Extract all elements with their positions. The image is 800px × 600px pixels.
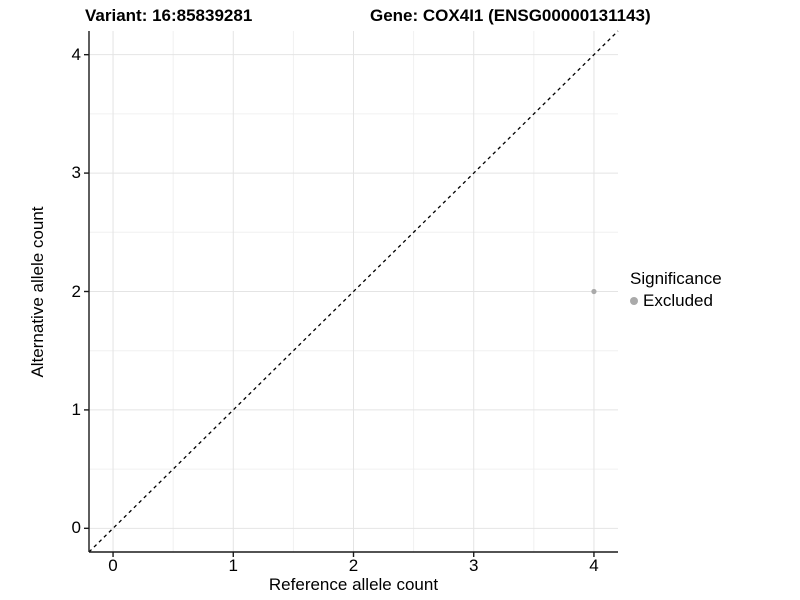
legend-item-label: Excluded	[643, 291, 713, 310]
y-axis-title: Alternative allele count	[28, 206, 47, 378]
y-tick-label: 0	[71, 518, 81, 538]
excluded-dot-icon	[630, 297, 638, 305]
x-tick-label: 0	[108, 556, 118, 575]
x-tick-label: 2	[348, 556, 359, 575]
y-tick-label: 4	[71, 44, 81, 64]
x-axis-title: Reference allele count	[268, 575, 439, 594]
identity-line	[88, 30, 619, 553]
y-tick-label: 2	[71, 281, 81, 301]
legend-item-excluded: Excluded	[630, 291, 722, 311]
x-tick-label: 4	[589, 556, 599, 575]
x-tick-label: 3	[468, 556, 479, 575]
variant-title: Variant: 16:85839281	[85, 6, 253, 25]
y-tick-label: 3	[71, 163, 81, 183]
x-tick-label: 1	[228, 556, 238, 575]
legend: Significance Excluded	[630, 269, 722, 311]
legend-title: Significance	[630, 269, 722, 288]
y-tick-label: 1	[71, 399, 81, 419]
gene-title: Gene: COX4I1 (ENSG00000131143)	[370, 6, 651, 25]
data-point	[591, 288, 597, 295]
